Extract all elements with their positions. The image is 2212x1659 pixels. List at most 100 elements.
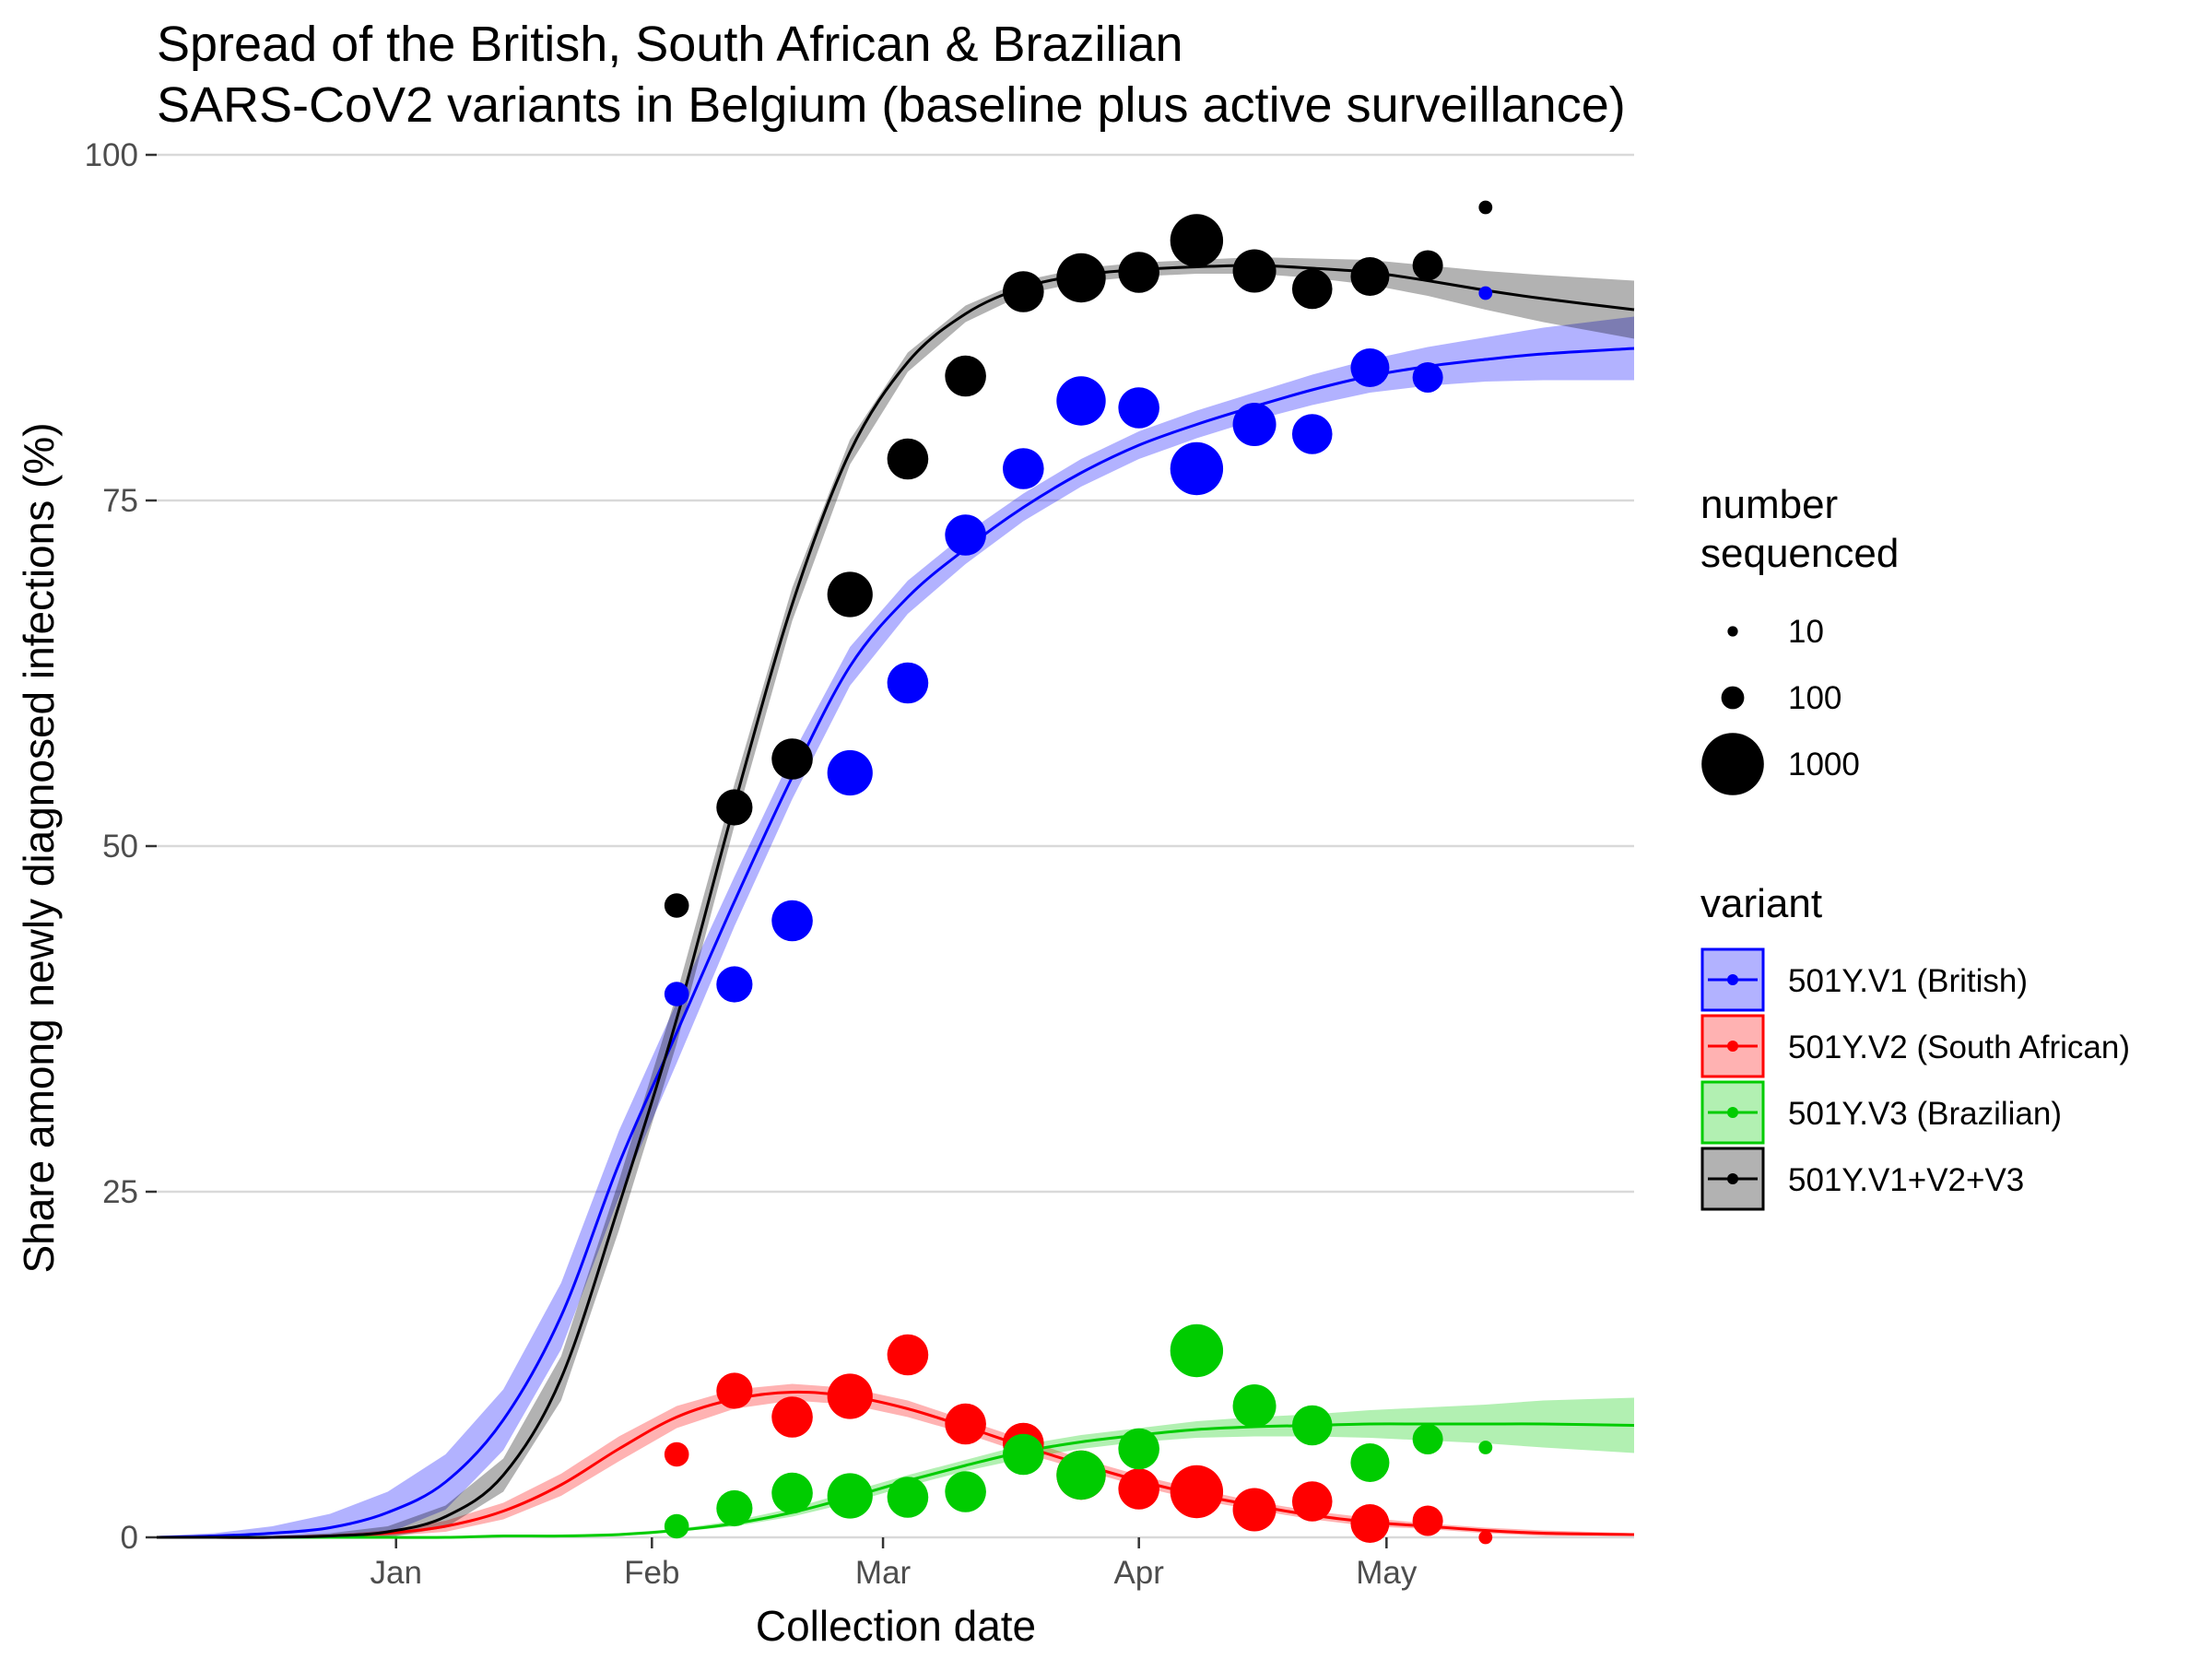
point-series-3-6: [1003, 271, 1044, 312]
point-series-0-7: [1056, 376, 1106, 426]
size-legend-title-line-2: sequenced: [1700, 531, 1899, 576]
size-legend: number sequenced 10 100 1000: [1700, 482, 1899, 795]
x-tick-label-1: Feb: [624, 1555, 679, 1591]
point-series-3-7: [1056, 253, 1106, 303]
chart-title-line-2: SARS-CoV2 variants in Belgium (baseline …: [157, 77, 1626, 133]
point-series-2-3: [827, 1473, 873, 1519]
y-axis: 0 25 50 75 100: [85, 137, 157, 1556]
y-axis-title: Share among newly diagnosed infections (…: [15, 422, 63, 1273]
point-series-2-4: [887, 1477, 929, 1518]
point-series-2-8: [1118, 1428, 1159, 1470]
point-series-0-13: [1412, 362, 1443, 393]
variant-legend-key-dot-3: [1727, 1173, 1738, 1184]
y-tick-label-0: 0: [121, 1520, 138, 1556]
fit-line-series-0: [156, 347, 1635, 1539]
size-legend-title-line-1: number: [1700, 482, 1838, 527]
data-points: [664, 200, 1493, 1545]
point-series-1-5: [945, 1403, 986, 1445]
size-legend-key-0: [1727, 626, 1738, 637]
variant-legend-key-dot-0: [1727, 974, 1738, 985]
point-series-3-0: [664, 893, 689, 918]
point-series-0-8: [1118, 387, 1159, 429]
point-series-1-9: [1170, 1465, 1224, 1519]
variant-legend-title: variant: [1700, 881, 1822, 926]
size-legend-label-2: 1000: [1788, 747, 1860, 782]
point-series-1-0: [664, 1441, 689, 1467]
x-tick-label-2: Mar: [855, 1555, 912, 1591]
point-series-1-8: [1118, 1468, 1159, 1510]
point-series-0-1: [716, 966, 753, 1003]
point-series-3-8: [1118, 252, 1159, 293]
point-series-1-1: [716, 1372, 753, 1409]
point-series-2-2: [771, 1472, 813, 1514]
point-series-3-14: [1478, 200, 1493, 215]
point-series-2-13: [1412, 1424, 1443, 1454]
x-axis-title: Collection date: [756, 1602, 1036, 1650]
variant-legend-label-0: 501Y.V1 (British): [1788, 963, 2028, 999]
x-tick-label-4: May: [1356, 1555, 1418, 1591]
point-series-0-9: [1170, 441, 1224, 496]
point-series-2-12: [1350, 1443, 1390, 1482]
point-series-3-2: [771, 738, 813, 780]
point-series-2-14: [1478, 1441, 1493, 1454]
point-series-3-4: [887, 438, 929, 480]
size-legend-label-1: 100: [1788, 680, 1841, 716]
point-series-2-5: [945, 1471, 986, 1512]
point-series-1-13: [1412, 1505, 1443, 1536]
point-series-0-0: [664, 982, 689, 1006]
variant-legend-label-1: 501Y.V2 (South African): [1788, 1030, 2130, 1065]
point-series-0-6: [1003, 448, 1044, 489]
point-series-2-0: [664, 1513, 689, 1539]
point-series-2-9: [1170, 1324, 1224, 1378]
point-series-3-13: [1412, 250, 1443, 281]
point-series-2-7: [1056, 1450, 1106, 1500]
chart-title-line-1: Spread of the British, South African & B…: [157, 17, 1183, 72]
fit-lines: [156, 264, 1635, 1539]
point-series-3-10: [1232, 249, 1277, 293]
point-series-0-14: [1478, 286, 1493, 300]
variant-legend-label-2: 501Y.V3 (Brazilian): [1788, 1096, 2062, 1132]
variant-legend: variant 501Y.V1 (British) 501Y.V2 (South …: [1700, 881, 2130, 1211]
point-series-0-11: [1291, 414, 1333, 454]
point-series-1-2: [771, 1396, 813, 1438]
x-tick-label-3: Apr: [1113, 1555, 1164, 1591]
point-series-1-3: [827, 1373, 873, 1419]
y-tick-label-1: 25: [102, 1174, 138, 1210]
fit-line-series-2: [156, 1422, 1635, 1539]
point-series-0-3: [827, 749, 873, 796]
size-legend-key-1: [1721, 686, 1745, 710]
point-series-3-1: [716, 789, 753, 826]
y-tick-label-2: 50: [102, 829, 138, 865]
variant-legend-label-3: 501Y.V1+V2+V3: [1788, 1162, 2024, 1198]
x-tick-label-0: Jan: [370, 1555, 421, 1591]
point-series-0-2: [771, 900, 813, 942]
y-gridlines: [157, 153, 1634, 1539]
point-series-1-4: [887, 1334, 929, 1376]
variant-legend-key-dot-1: [1727, 1041, 1738, 1052]
point-series-1-11: [1291, 1481, 1333, 1522]
point-series-1-12: [1350, 1504, 1390, 1543]
band-series-1: [157, 1383, 1634, 1537]
point-series-3-9: [1170, 214, 1224, 267]
point-series-3-3: [827, 571, 873, 618]
point-series-2-1: [716, 1489, 753, 1527]
size-legend-key-2: [1701, 733, 1764, 795]
point-series-3-12: [1350, 257, 1390, 296]
point-series-3-5: [945, 355, 986, 397]
point-series-0-10: [1232, 403, 1277, 446]
point-series-3-11: [1291, 268, 1333, 310]
point-series-0-12: [1350, 348, 1390, 387]
confidence-bands: [157, 257, 1634, 1537]
size-legend-label-0: 10: [1788, 614, 1824, 650]
variant-legend-key-dot-2: [1727, 1107, 1738, 1118]
fit-line-series-3: [156, 264, 1635, 1539]
y-tick-label-4: 100: [85, 137, 138, 173]
point-series-0-5: [945, 514, 986, 556]
point-series-2-6: [1003, 1433, 1044, 1476]
point-series-1-10: [1232, 1488, 1277, 1532]
point-series-1-14: [1478, 1530, 1493, 1545]
point-series-2-10: [1232, 1384, 1277, 1428]
y-tick-label-3: 75: [102, 483, 138, 519]
